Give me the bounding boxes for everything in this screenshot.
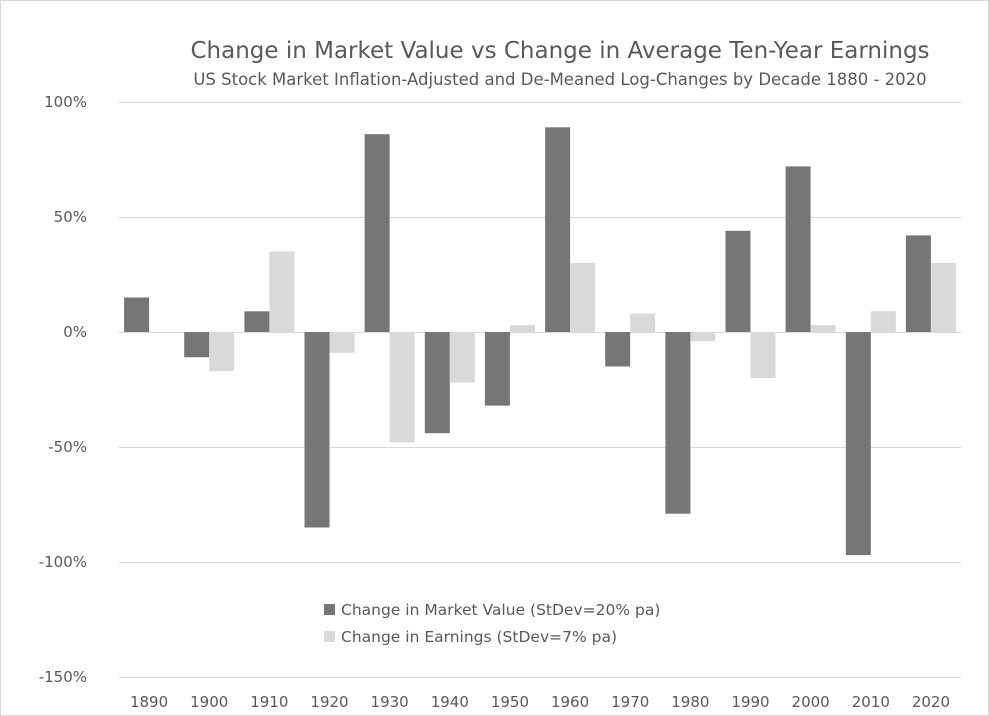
- x-tick-label: 1930: [371, 693, 409, 711]
- market-value-bar: [304, 332, 330, 528]
- earnings-bar: [690, 332, 716, 342]
- chart-subtitle: US Stock Market Inflation-Adjusted and D…: [193, 70, 926, 89]
- earnings-bar: [329, 332, 355, 353]
- earnings-bar: [269, 251, 295, 332]
- market-value-bar: [364, 134, 390, 332]
- x-tick-label: 2010: [852, 693, 890, 711]
- y-tick-label: -150%: [39, 668, 87, 686]
- earnings-bar: [509, 325, 535, 332]
- earnings-bar: [449, 332, 475, 383]
- bar-layer: [124, 127, 956, 556]
- y-tick-label: -50%: [48, 438, 87, 456]
- x-tick-label: 2000: [792, 693, 830, 711]
- earnings-bar: [750, 332, 776, 378]
- y-tick-label: 100%: [44, 93, 87, 111]
- x-tick-label: 1960: [551, 693, 589, 711]
- market-value-bar: [484, 332, 510, 406]
- y-tick-label: 0%: [63, 323, 87, 341]
- x-tick-label: 1920: [310, 693, 348, 711]
- legend-swatch: [324, 631, 335, 642]
- x-tick-label: 1910: [250, 693, 288, 711]
- legend-label: Change in Earnings (StDev=7% pa): [341, 628, 617, 646]
- x-tick-label: 1940: [431, 693, 469, 711]
- market-value-bar: [845, 332, 871, 556]
- x-tick-label: 2020: [912, 693, 950, 711]
- earnings-bar: [389, 332, 415, 443]
- earnings-bar: [570, 263, 596, 332]
- x-tick-label: 1990: [731, 693, 769, 711]
- earnings-bar: [810, 325, 836, 332]
- market-value-bar: [124, 297, 150, 332]
- market-value-bar: [244, 311, 270, 332]
- earnings-bar: [630, 313, 656, 332]
- x-tick-label: 1950: [491, 693, 529, 711]
- legend-swatch: [324, 604, 335, 615]
- market-value-bar: [605, 332, 631, 367]
- market-value-bar: [545, 127, 571, 332]
- legend[interactable]: Change in Market Value (StDev=20% pa) Cha…: [324, 601, 660, 646]
- market-value-bar: [665, 332, 691, 514]
- legend-label: Change in Market Value (StDev=20% pa): [341, 601, 660, 619]
- x-tick-label: 1900: [190, 693, 228, 711]
- y-axis-ticks: 100% 50% 0% -50% -100% -150%: [39, 93, 87, 686]
- grid-layer: [119, 102, 961, 678]
- chart-title: Change in Market Value vs Change in Aver…: [190, 38, 929, 64]
- market-value-bar: [424, 332, 450, 434]
- x-tick-label: 1970: [611, 693, 649, 711]
- earnings-bar: [209, 332, 235, 372]
- market-value-bar: [184, 332, 210, 358]
- market-value-bar: [905, 235, 931, 332]
- y-tick-label: 50%: [54, 208, 87, 226]
- earnings-bar: [870, 311, 896, 332]
- x-axis-ticks: 1890 1900 1910 1920 1930 1940 1950 1960 1970 1980…: [130, 693, 950, 711]
- y-tick-label: -100%: [39, 553, 87, 571]
- x-tick-label: 1980: [671, 693, 709, 711]
- x-tick-label: 1890: [130, 693, 168, 711]
- market-value-bar: [725, 230, 751, 332]
- earnings-bar: [930, 263, 956, 332]
- market-value-bar: [785, 166, 811, 332]
